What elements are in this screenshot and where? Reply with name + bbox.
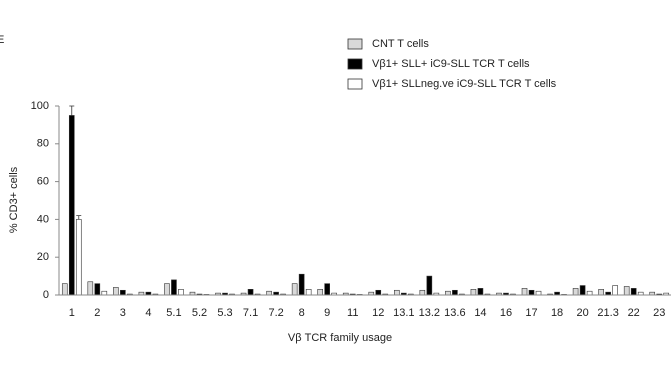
x-tick-label: 13.6 [444, 307, 465, 319]
bar [94, 283, 101, 296]
x-tick-label: 5.3 [217, 307, 232, 319]
y-tick-label: 60 [37, 176, 49, 188]
y-tick-label: 80 [37, 138, 49, 150]
bar [572, 288, 579, 296]
bar [470, 289, 477, 296]
bar [598, 289, 604, 296]
bar [521, 288, 528, 296]
bar [317, 289, 323, 296]
legend-swatch [347, 58, 363, 70]
bar [419, 289, 426, 296]
bar [452, 289, 458, 296]
bar [298, 273, 305, 296]
x-tick-label: 5.1 [166, 307, 181, 319]
bar [305, 289, 312, 296]
x-tick-label: 21.3 [597, 307, 618, 319]
bar [113, 287, 119, 296]
legend-label: CNT T cells [372, 38, 429, 50]
bar [164, 283, 170, 296]
y-tick-label: 40 [37, 213, 49, 225]
bar [101, 290, 108, 296]
bar [535, 290, 542, 296]
x-tick-label: 8 [299, 307, 305, 319]
y-tick-label: 0 [43, 289, 49, 301]
panel-label: E [0, 34, 4, 46]
x-tick-label: 18 [551, 307, 563, 319]
bar [612, 285, 618, 296]
bar [579, 285, 586, 296]
x-tick-label: 7.1 [243, 307, 258, 319]
x-tick-label: 7.2 [268, 307, 283, 319]
legend-swatch [347, 38, 363, 50]
x-tick-label: 3 [120, 307, 126, 319]
x-tick-label: 16 [500, 307, 512, 319]
x-tick-label: 12 [372, 307, 384, 319]
bar [75, 219, 82, 296]
error-bar [69, 105, 75, 116]
bar [394, 289, 400, 296]
x-tick-label: 4 [145, 307, 151, 319]
x-tick-label: 11 [347, 307, 358, 319]
bar [291, 283, 298, 296]
bar [586, 290, 593, 296]
legend-label: Vβ1+ SLL+ iC9-SLL TCR T cells [372, 58, 530, 70]
bar [178, 289, 184, 296]
x-tick-label: 20 [576, 307, 588, 319]
bar [445, 290, 451, 296]
legend-label: Vβ1+ SLLneg.ve iC9-SLL TCR T cells [372, 78, 557, 90]
x-tick-label: 14 [474, 307, 486, 319]
legend-swatch [347, 78, 363, 90]
x-tick-label: 22 [628, 307, 640, 319]
bar [528, 289, 535, 296]
bar [375, 289, 382, 296]
bar [247, 289, 254, 296]
x-tick-label: 17 [525, 307, 537, 319]
x-tick-label: 9 [324, 307, 330, 319]
bar [120, 289, 126, 296]
y-tick-label: 20 [37, 251, 49, 263]
x-tick-label: 5.2 [192, 307, 207, 319]
x-axis-label: Vβ TCR family usage [288, 332, 392, 344]
x-tick-label: 2 [94, 307, 100, 319]
bar [426, 275, 433, 296]
bar [87, 281, 94, 296]
x-tick-label: 13.1 [393, 307, 414, 319]
x-tick-label: 13.2 [419, 307, 440, 319]
bar [630, 288, 637, 296]
bar [68, 115, 75, 296]
bar [623, 286, 630, 296]
bar [477, 288, 484, 296]
bar [266, 290, 272, 296]
x-tick-label: 23 [653, 307, 665, 319]
x-tick-label: 1 [69, 307, 75, 319]
bar [171, 279, 177, 296]
bar [324, 283, 330, 296]
y-axis-label: % CD3+ cells [8, 166, 20, 233]
y-tick-label: 100 [31, 100, 49, 112]
error-bar [76, 215, 82, 220]
bar [61, 283, 68, 296]
